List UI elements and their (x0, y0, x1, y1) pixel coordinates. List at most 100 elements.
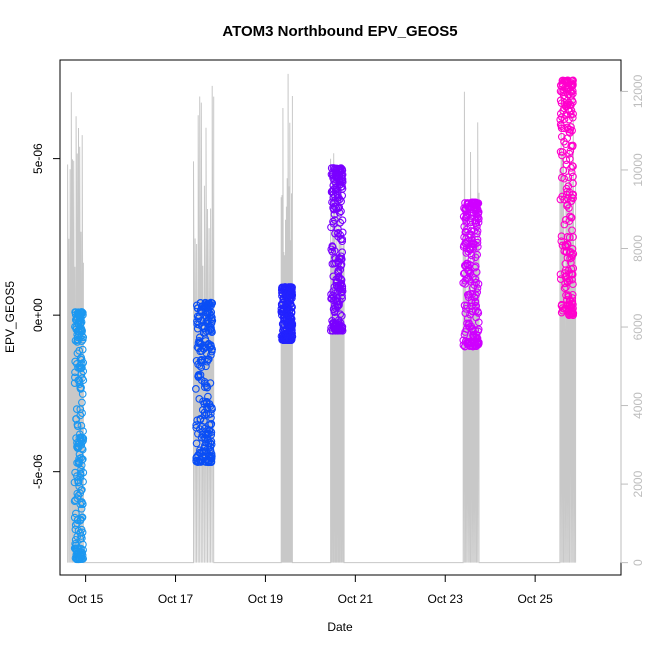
data-point (201, 430, 210, 439)
data-point (462, 213, 471, 221)
data-point (463, 301, 471, 310)
data-point (330, 210, 339, 219)
data-point (557, 124, 566, 133)
data-point (195, 395, 204, 403)
data-point (334, 283, 342, 292)
data-point (334, 266, 343, 275)
data-point (75, 455, 83, 463)
data-point (460, 301, 469, 310)
series-4 (326, 164, 347, 335)
altitude-line (67, 73, 577, 564)
data-point (556, 109, 565, 118)
y-axis-left: -5e-06 0e+00 5e-06 (31, 143, 61, 489)
data-point (77, 504, 86, 513)
data-point (75, 346, 84, 355)
series-3 (277, 283, 297, 345)
data-point (328, 242, 337, 250)
data-point (471, 262, 480, 271)
data-point (79, 477, 87, 486)
data-point (556, 275, 565, 283)
data-point (285, 311, 294, 319)
data-point (465, 323, 474, 331)
data-point (562, 184, 571, 193)
data-point (560, 115, 569, 123)
data-point (564, 85, 573, 93)
data-point (563, 254, 572, 262)
data-point (568, 141, 577, 150)
data-point (562, 283, 570, 292)
data-point (286, 325, 295, 334)
data-point (285, 336, 294, 345)
data-point (208, 313, 216, 322)
data-point (206, 442, 215, 451)
data-point (330, 283, 339, 291)
data-point (335, 172, 344, 181)
y-tick-label: -5e-06 (31, 454, 45, 489)
data-point (562, 248, 570, 256)
x-axis: Oct 15 Oct 17 Oct 19 Oct 21 Oct 23 Oct 25 (68, 574, 553, 606)
data-point (468, 273, 477, 282)
y2-tick-label: 10000 (631, 153, 645, 187)
data-point (74, 333, 82, 342)
data-point (202, 429, 211, 438)
data-point (207, 342, 215, 350)
data-point (207, 450, 216, 458)
x-tick-label: Oct 17 (158, 592, 194, 606)
data-point (565, 149, 574, 158)
data-point (334, 204, 343, 212)
y2-tick-label: 0 (631, 559, 645, 566)
data-point (568, 245, 577, 253)
data-point (78, 345, 87, 354)
data-point (195, 425, 204, 433)
data-point (200, 417, 208, 425)
x-tick-label: Oct 19 (248, 592, 284, 606)
data-point (79, 436, 87, 445)
data-point (332, 275, 341, 284)
data-point (204, 392, 212, 401)
data-point (466, 231, 475, 240)
data-point (560, 137, 568, 146)
data-point (207, 431, 216, 439)
data-point (565, 204, 573, 212)
data-point (461, 215, 470, 223)
chart-title: ATOM3 Northbound EPV_GEOS5 (222, 23, 457, 40)
data-point (74, 491, 83, 500)
data-point (75, 317, 83, 326)
data-point (330, 204, 338, 213)
data-point (569, 98, 577, 106)
data-point (202, 410, 211, 418)
data-point (194, 429, 202, 438)
data-point (72, 405, 81, 413)
data-point (334, 225, 342, 233)
data-point (460, 222, 469, 231)
data-point (563, 123, 572, 132)
data-point (78, 308, 87, 317)
data-point (72, 415, 81, 423)
data-point (205, 429, 213, 438)
data-point (76, 405, 85, 414)
data-point (459, 279, 468, 287)
data-point (464, 339, 472, 348)
data-point (560, 284, 569, 293)
data-point (470, 240, 479, 249)
data-point (74, 443, 83, 452)
data-point (567, 123, 575, 131)
data-point (203, 455, 211, 464)
data-point (75, 376, 84, 385)
data-point (278, 331, 287, 340)
y-tick-label: 5e-06 (31, 143, 45, 174)
data-point (78, 409, 86, 417)
data-point (474, 280, 483, 288)
data-point (77, 370, 86, 378)
data-point (557, 132, 566, 141)
x-tick-label: Oct 23 (428, 592, 464, 606)
data-point (567, 110, 575, 119)
y2-tick-label: 4000 (631, 392, 645, 419)
data-point (79, 427, 87, 436)
data-point (76, 316, 85, 324)
data-point (473, 250, 482, 259)
data-point (286, 291, 295, 299)
data-point (468, 239, 477, 247)
data-point (556, 270, 565, 279)
